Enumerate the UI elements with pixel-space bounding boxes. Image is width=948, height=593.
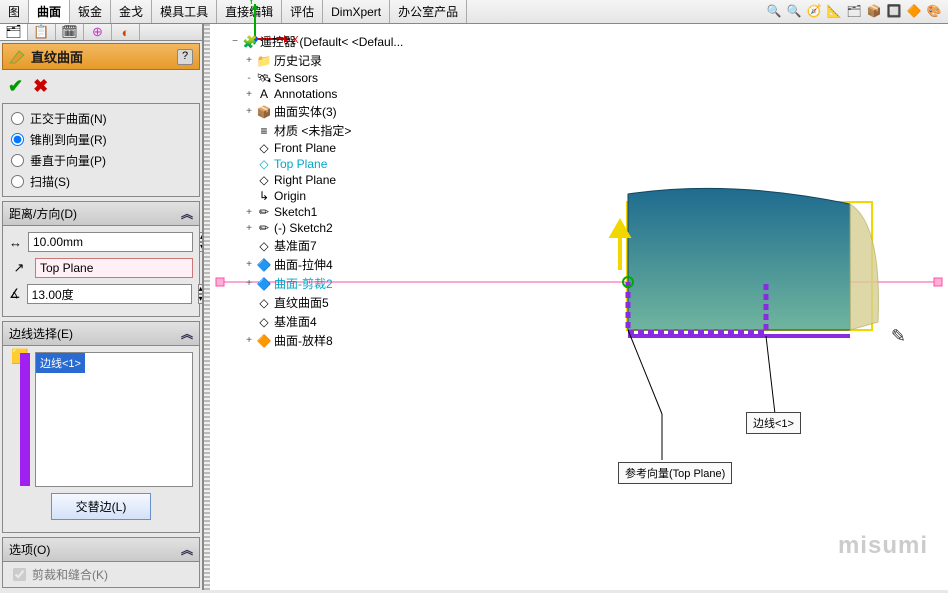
trim-knit-checkbox[interactable]: [13, 568, 26, 581]
tree-item-2[interactable]: +AAnnotations: [244, 86, 422, 102]
edges-section: 边线选择(E)︽ 🟨 边线<1> 交替边(L): [2, 321, 200, 533]
panel-tabs: 🗂 📋 🗓 ⊕ ◐: [0, 24, 202, 41]
alternate-edge-button[interactable]: 交替边(L): [51, 493, 152, 520]
ruled-surface-icon: [9, 49, 25, 65]
help-button[interactable]: ?: [177, 49, 193, 65]
direction-icon[interactable]: ↗: [9, 258, 29, 278]
collapse-icon-3[interactable]: ︽: [181, 541, 193, 558]
ribbon-tab-0[interactable]: 图: [0, 0, 29, 23]
main-layout: 🗂 📋 🗓 ⊕ ◐ 直纹曲面 ? ✔ ✖ 正交于曲面(N) 锥削到向量(R) 垂…: [0, 24, 948, 590]
collapse-icon-2[interactable]: ︽: [181, 325, 193, 342]
ok-button[interactable]: ✔: [8, 76, 23, 97]
panel-tab-target-icon[interactable]: ⊕: [84, 24, 112, 40]
ribbon-tab-4[interactable]: 模具工具: [152, 0, 217, 23]
edge-item[interactable]: 边线<1>: [36, 353, 85, 373]
feature-title-bar: 直纹曲面 ?: [2, 43, 200, 70]
edges-label: 边线选择(E): [9, 325, 73, 342]
selection-color-bar: [20, 353, 30, 486]
tree-item-5[interactable]: ◇Front Plane: [244, 140, 422, 156]
angle-spin-up[interactable]: ▴: [198, 284, 204, 294]
feature-title: 直纹曲面: [31, 47, 171, 66]
panel-tab-feature-icon[interactable]: 🗂: [0, 24, 28, 40]
tree-item-13[interactable]: +🔷曲面-剪裁2: [244, 274, 422, 293]
panel-tab-config-icon[interactable]: 🗓: [56, 24, 84, 40]
tree-item-14[interactable]: ◇直纹曲面5: [244, 293, 422, 312]
ribbon-tab-surface[interactable]: 曲面: [29, 0, 70, 23]
tree-item-0[interactable]: +📁历史记录: [244, 51, 422, 70]
options-label: 选项(O): [9, 541, 50, 558]
plane-field[interactable]: Top Plane: [35, 258, 193, 278]
confirm-bar: ✔ ✖: [0, 72, 202, 101]
tree-item-4[interactable]: ≡材质 <未指定>: [244, 121, 422, 140]
distance-section: 距离/方向(D)︽ ↔ ▴▾ ↗ Top Plane ∡ ▴▾: [2, 201, 200, 317]
tree-item-11[interactable]: ◇基准面7: [244, 236, 422, 255]
radio-taper[interactable]: 锥削到向量(R): [11, 129, 191, 150]
cancel-button[interactable]: ✖: [33, 76, 48, 97]
panel-tab-render-icon[interactable]: ◐: [112, 24, 140, 40]
distance-input[interactable]: [28, 232, 193, 252]
panel-tab-display-icon[interactable]: 📋: [28, 24, 56, 40]
collapse-icon[interactable]: ︽: [181, 205, 193, 222]
tree-item-10[interactable]: +✏(-) Sketch2: [244, 220, 422, 236]
angle-input[interactable]: [27, 284, 192, 304]
ribbon-tab-3[interactable]: 金戈: [111, 0, 152, 23]
tree-item-3[interactable]: +📦曲面实体(3): [244, 102, 422, 121]
feature-tree[interactable]: −🧩遥控器 (Default< <Defaul... +📁历史记录-🛰Senso…: [214, 28, 424, 354]
tree-item-12[interactable]: +🔷曲面-拉伸4: [244, 255, 422, 274]
radio-sweep[interactable]: 扫描(S): [11, 171, 191, 192]
tree-item-9[interactable]: +✏Sketch1: [244, 204, 422, 220]
edge-listbox[interactable]: 边线<1>: [35, 352, 193, 487]
ribbon-tab-2[interactable]: 钣金: [70, 0, 111, 23]
distance-label: 距离/方向(D): [9, 205, 77, 222]
tree-item-15[interactable]: ◇基准面4: [244, 312, 422, 331]
property-panel: 🗂 📋 🗓 ⊕ ◐ 直纹曲面 ? ✔ ✖ 正交于曲面(N) 锥削到向量(R) 垂…: [0, 24, 204, 590]
trim-knit-label: 剪裁和缝合(K): [32, 566, 108, 583]
tree-item-1[interactable]: -🛰Sensors: [244, 70, 422, 86]
svg-text:Y: Y: [248, 0, 255, 7]
tree-root[interactable]: −🧩遥控器 (Default< <Defaul...: [230, 32, 422, 51]
type-section: 正交于曲面(N) 锥削到向量(R) 垂直于向量(P) 扫描(S): [2, 103, 200, 197]
radio-perp[interactable]: 垂直于向量(P): [11, 150, 191, 171]
radio-normal[interactable]: 正交于曲面(N): [11, 108, 191, 129]
distance-icon: ↔: [9, 232, 22, 252]
options-section: 选项(O) ︽ 剪裁和缝合(K): [2, 537, 200, 588]
angle-spin-down[interactable]: ▾: [198, 294, 204, 304]
angle-icon: ∡: [9, 284, 21, 304]
tree-item-6[interactable]: ◇Top Plane: [244, 156, 422, 172]
tree-item-8[interactable]: ↳Origin: [244, 188, 422, 204]
tree-item-7[interactable]: ◇Right Plane: [244, 172, 422, 188]
tree-item-16[interactable]: +🔶曲面-放样8: [244, 331, 422, 350]
